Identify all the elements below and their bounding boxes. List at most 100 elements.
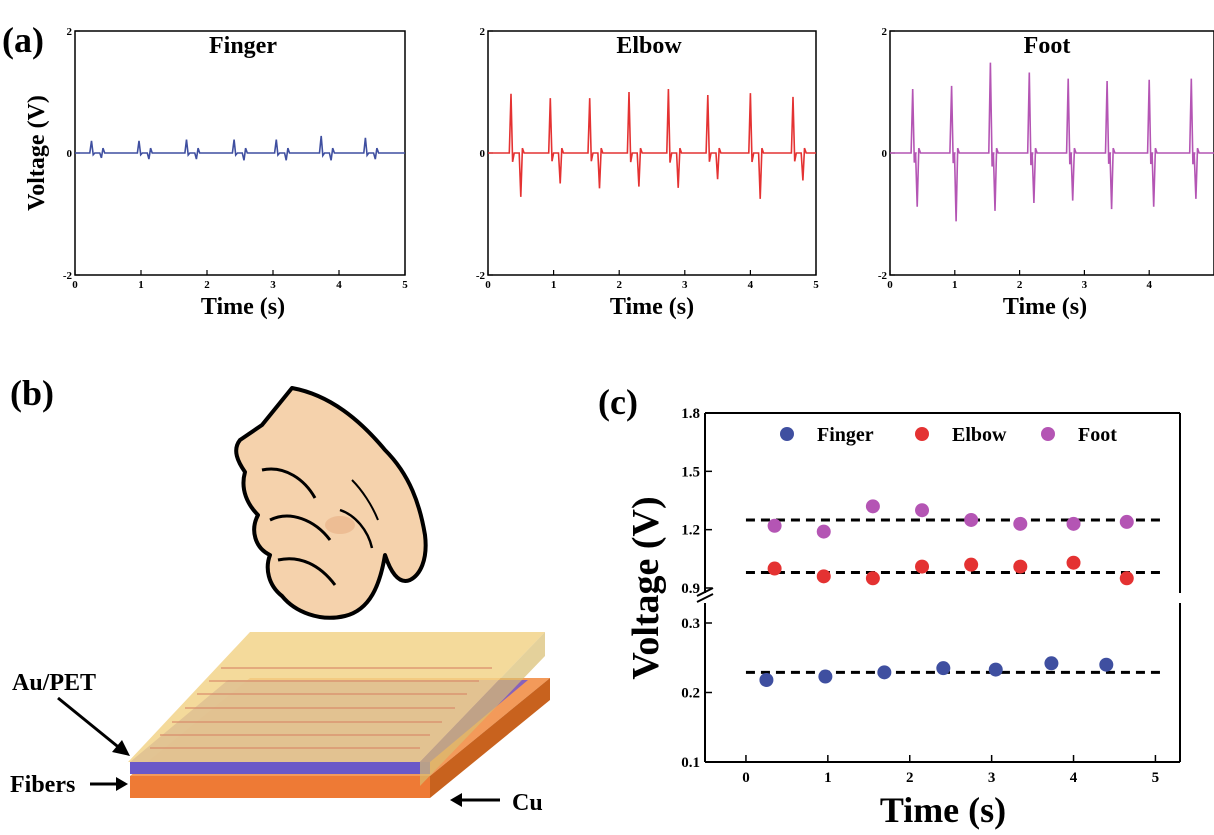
arrow-cu-head [450, 793, 462, 807]
x-tick-label-elbow: 3 [682, 279, 688, 291]
x-tick-label-foot: 2 [1017, 279, 1023, 291]
y-tick-label-c: 0.9 [681, 581, 700, 597]
y-tick-label-elbow: 2 [480, 26, 486, 38]
xlabel-finger: Time (s) [201, 294, 285, 320]
au-pet-side [420, 632, 545, 786]
chart-a-finger: Finger Time (s) Voltage (V) 0 1 2 3 4 5-202 [24, 26, 408, 320]
x-tick-label-c: 4 [1070, 770, 1078, 786]
au-pet-layer [128, 632, 545, 762]
point-elbow [915, 559, 930, 574]
hand-illustration [234, 386, 428, 620]
x-tick-label-foot: 1 [952, 279, 958, 291]
point-elbow [1119, 571, 1134, 586]
x-tick-label-finger: 4 [336, 279, 342, 291]
chart-title-foot: Foot [1024, 33, 1071, 59]
ylabel-finger: Voltage (V) [24, 95, 50, 211]
x-tick-label-foot: 0 [887, 279, 893, 291]
point-finger [988, 662, 1003, 677]
xlabel-c: Time (s) [880, 790, 1006, 830]
y-tick-label-foot: 0 [882, 148, 888, 160]
y-tick-label-foot: -2 [878, 270, 888, 282]
legend-label-foot: Foot [1078, 424, 1117, 446]
point-elbow [1013, 559, 1028, 574]
point-elbow [865, 571, 880, 586]
arrow-au-pet [57, 696, 123, 752]
point-foot [816, 524, 831, 539]
cu-layer-front [130, 776, 430, 798]
legend-marker-elbow [915, 427, 929, 441]
point-elbow [1066, 555, 1081, 570]
device-schematic: Au/PET Fibers Cu [10, 386, 550, 816]
y-tick-label-c: 0.3 [681, 616, 700, 632]
ylabel-c: Voltage (V) [625, 496, 667, 679]
point-finger [1044, 656, 1059, 671]
x-tick-label-finger: 2 [204, 279, 210, 291]
point-foot [1013, 516, 1028, 531]
y-tick-label-finger: 0 [67, 148, 73, 160]
x-tick-label-finger: 0 [72, 279, 78, 291]
point-foot [1119, 514, 1134, 529]
xlabel-elbow: Time (s) [610, 294, 694, 320]
series-line-foot [890, 62, 1214, 222]
label-au-pet: Au/PET [12, 670, 96, 696]
point-elbow [816, 569, 831, 584]
point-foot [964, 512, 979, 527]
x-tick-label-finger: 5 [402, 279, 408, 291]
axis-break-mark-c [696, 587, 714, 597]
x-tick-label-c: 5 [1152, 770, 1160, 786]
legend-label-finger: Finger [817, 424, 874, 446]
y-tick-label-c: 0.2 [681, 686, 700, 702]
fibers-layer-front [130, 762, 430, 774]
panel-label-c: (c) [598, 382, 638, 422]
point-finger [877, 665, 892, 680]
point-finger [818, 669, 833, 684]
x-tick-label-c: 2 [906, 770, 914, 786]
x-tick-label-finger: 3 [270, 279, 276, 291]
cu-layer-side [430, 678, 550, 798]
panel-label-a: (a) [2, 20, 44, 60]
chart-c: Time (s) Voltage (V) 0 1 2 3 4 5 0.1 0.2 0.3 0.9 1… [625, 406, 1181, 830]
point-foot [915, 503, 930, 518]
chart-title-finger: Finger [209, 33, 277, 59]
point-elbow [964, 557, 979, 572]
y-tick-label-c: 1.5 [681, 464, 700, 480]
x-tick-label-c: 1 [824, 770, 832, 786]
series-line-elbow [488, 88, 816, 199]
x-tick-label-foot: 4 [1146, 279, 1152, 291]
panel-label-b: (b) [10, 373, 54, 413]
xlabel-foot: Time (s) [1003, 294, 1087, 320]
legend-label-elbow: Elbow [952, 424, 1007, 446]
legend-marker-foot [1041, 427, 1055, 441]
series-line-finger [75, 135, 405, 161]
x-tick-label-elbow: 5 [813, 279, 819, 291]
point-foot [865, 499, 880, 514]
y-tick-label-c: 1.2 [681, 523, 700, 539]
x-tick-label-foot: 3 [1082, 279, 1088, 291]
y-tick-label-elbow: 0 [480, 148, 486, 160]
x-tick-label-elbow: 2 [616, 279, 622, 291]
point-foot [767, 518, 782, 533]
x-tick-label-c: 3 [988, 770, 996, 786]
y-tick-label-foot: 2 [882, 26, 888, 38]
point-finger [1099, 657, 1114, 672]
x-tick-label-elbow: 0 [485, 279, 491, 291]
chart-a-foot: Foot Time (s) 0 1 2 3 4-202 [878, 26, 1214, 320]
point-elbow [767, 561, 782, 576]
label-cu: Cu [512, 790, 543, 816]
y-tick-label-finger: 2 [67, 26, 73, 38]
y-tick-label-finger: -2 [63, 270, 73, 282]
arrow-au-pet-head [112, 740, 130, 756]
x-tick-label-elbow: 1 [551, 279, 557, 291]
label-fibers: Fibers [10, 772, 75, 798]
axis-break-mark-c [696, 593, 714, 603]
x-tick-label-c: 0 [742, 770, 750, 786]
point-finger [936, 661, 951, 676]
arrow-fibers-head [116, 777, 128, 791]
y-tick-label-c: 1.8 [681, 406, 700, 422]
chart-title-elbow: Elbow [616, 33, 682, 59]
x-tick-label-elbow: 4 [748, 279, 754, 291]
legend-marker-finger [780, 427, 794, 441]
y-tick-label-elbow: -2 [476, 270, 486, 282]
y-tick-label-c: 0.1 [681, 755, 700, 771]
